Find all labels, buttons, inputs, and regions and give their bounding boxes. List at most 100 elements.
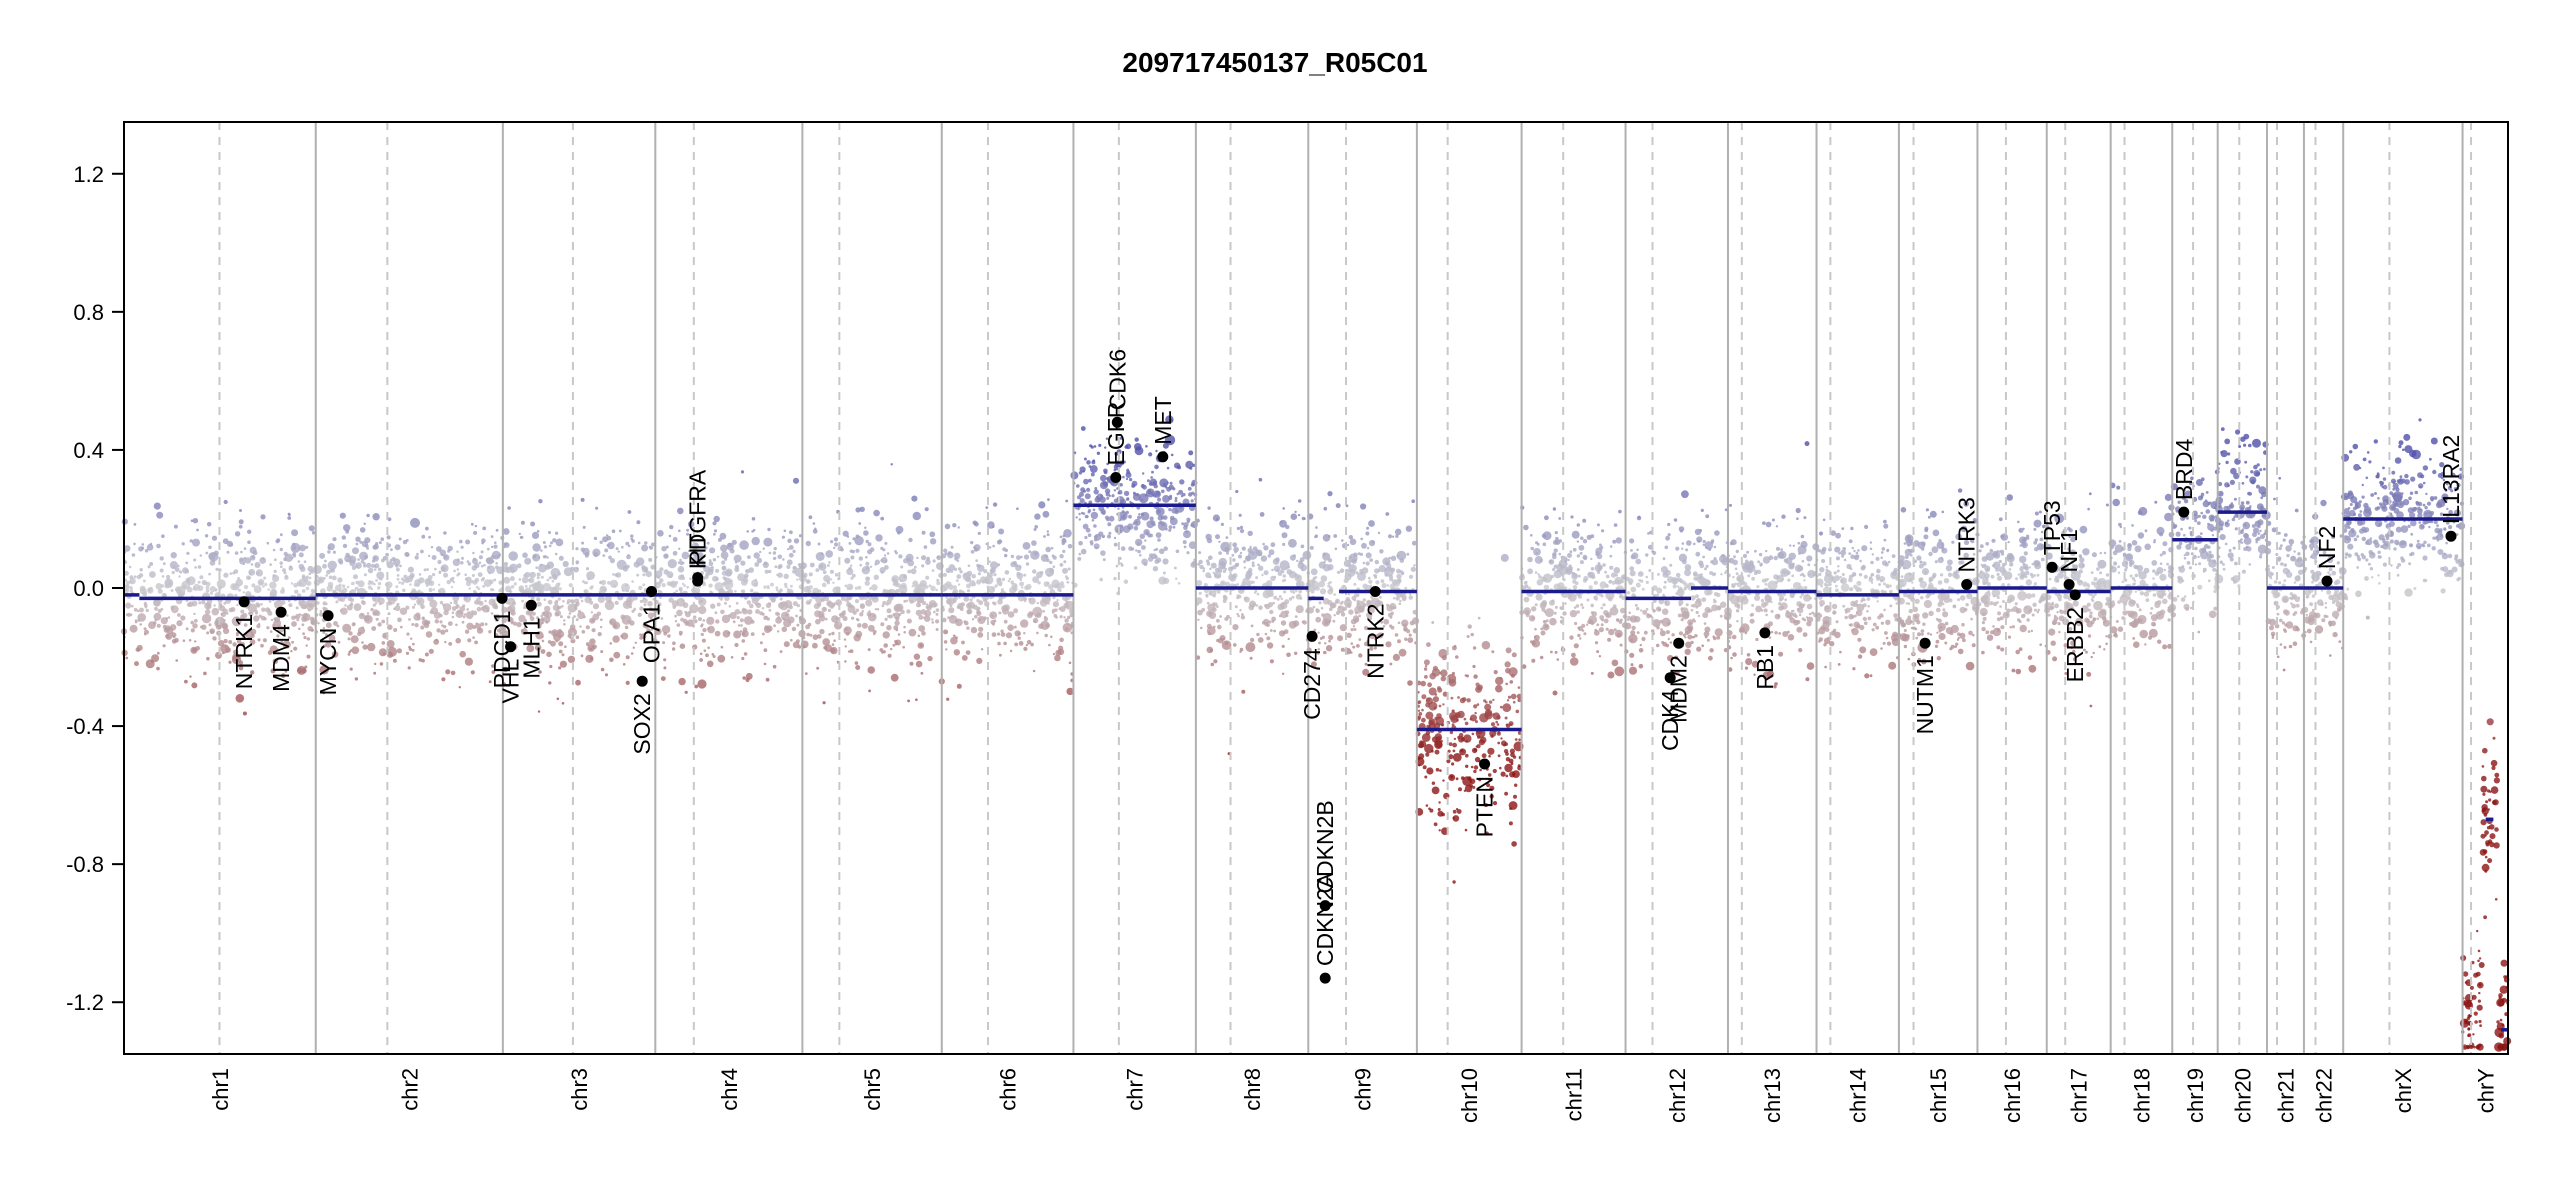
- probe-point: [129, 565, 132, 569]
- probe-point: [319, 610, 323, 613]
- probe-point: [1311, 578, 1316, 583]
- probe-point: [1452, 880, 1456, 884]
- probe-point: [530, 596, 535, 600]
- probe-point: [1185, 530, 1189, 534]
- probe-point: [272, 658, 279, 664]
- probe-point: [282, 568, 286, 572]
- probe-point: [209, 586, 216, 593]
- probe-point: [763, 537, 773, 547]
- probe-point: [831, 643, 835, 646]
- probe-point: [1667, 533, 1671, 537]
- probe-point: [1346, 543, 1350, 547]
- probe-point: [437, 559, 442, 565]
- probe-point: [1421, 733, 1431, 742]
- probe-point: [254, 611, 259, 615]
- probe-point: [734, 590, 737, 593]
- probe-point: [580, 599, 584, 603]
- probe-point: [206, 521, 212, 527]
- probe-point: [600, 579, 607, 586]
- probe-point: [830, 540, 834, 544]
- probe-point: [257, 578, 265, 586]
- probe-point: [1576, 540, 1580, 543]
- probe-point: [1662, 557, 1666, 561]
- probe-point: [1398, 602, 1402, 605]
- probe-point: [751, 579, 759, 587]
- probe-point: [484, 599, 487, 603]
- probe-point: [1049, 560, 1053, 565]
- probe-point: [1014, 563, 1018, 568]
- probe-point: [1475, 685, 1483, 693]
- probe-point: [1590, 557, 1593, 561]
- probe-point: [1033, 528, 1037, 531]
- probe-point: [488, 630, 492, 634]
- probe-point: [1221, 565, 1226, 570]
- probe-point: [671, 647, 676, 651]
- probe-point: [1614, 666, 1625, 677]
- probe-point: [772, 557, 776, 560]
- probe-point: [267, 650, 273, 655]
- probe-point: [472, 636, 475, 639]
- probe-point: [835, 617, 839, 620]
- probe-point: [1101, 534, 1106, 539]
- probe-point: [288, 513, 291, 516]
- probe-point: [993, 573, 997, 577]
- probe-point: [1019, 565, 1022, 568]
- probe-point: [164, 578, 174, 588]
- probe-point: [1123, 490, 1130, 497]
- probe-point: [324, 633, 328, 637]
- probe-point: [546, 578, 550, 582]
- probe-point: [473, 589, 477, 594]
- probe-point: [1162, 558, 1169, 565]
- probe-point: [1205, 593, 1209, 597]
- probe-point: [1261, 573, 1264, 577]
- probe-point: [494, 541, 497, 544]
- probe-point: [1007, 611, 1015, 618]
- probe-point: [536, 572, 541, 577]
- probe-point: [643, 603, 647, 607]
- probe-point: [1867, 616, 1872, 621]
- probe-point: [193, 558, 197, 562]
- probe-point: [1083, 478, 1089, 485]
- probe-point: [1137, 515, 1142, 520]
- probe-point: [1442, 703, 1445, 706]
- probe-point: [1025, 643, 1029, 647]
- probe-point: [156, 666, 160, 671]
- probe-point: [688, 610, 692, 614]
- probe-point: [139, 623, 142, 626]
- probe-point: [1464, 674, 1468, 677]
- probe-point: [290, 542, 301, 553]
- probe-point: [413, 603, 417, 606]
- probe-point: [1154, 555, 1158, 559]
- probe-point: [439, 620, 443, 624]
- probe-point: [622, 663, 626, 666]
- probe-point: [851, 573, 856, 578]
- probe-point: [1182, 540, 1187, 545]
- probe-point: [1573, 606, 1577, 609]
- probe-point: [1176, 465, 1180, 469]
- probe-point: [1742, 553, 1748, 559]
- probe-point: [1140, 512, 1145, 516]
- probe-point: [295, 606, 299, 610]
- probe-point: [1385, 512, 1390, 516]
- probe-point: [486, 607, 489, 610]
- probe-point: [791, 626, 797, 632]
- probe-point: [548, 544, 552, 548]
- probe-point: [1323, 506, 1328, 511]
- probe-point: [455, 623, 458, 627]
- probe-point: [1883, 519, 1887, 524]
- probe-point: [1076, 484, 1080, 488]
- probe-point: [604, 673, 609, 677]
- probe-point: [696, 559, 706, 568]
- probe-point: [381, 619, 386, 624]
- probe-point: [708, 566, 714, 573]
- probe-point: [708, 583, 713, 588]
- probe-point: [894, 583, 899, 588]
- probe-point: [1392, 653, 1400, 662]
- probe-point: [1859, 646, 1867, 654]
- probe-point: [1273, 595, 1278, 600]
- probe-point: [316, 601, 320, 605]
- probe-point: [558, 555, 564, 561]
- probe-point: [881, 557, 888, 564]
- probe-point: [1684, 626, 1693, 634]
- probe-point: [1176, 492, 1179, 496]
